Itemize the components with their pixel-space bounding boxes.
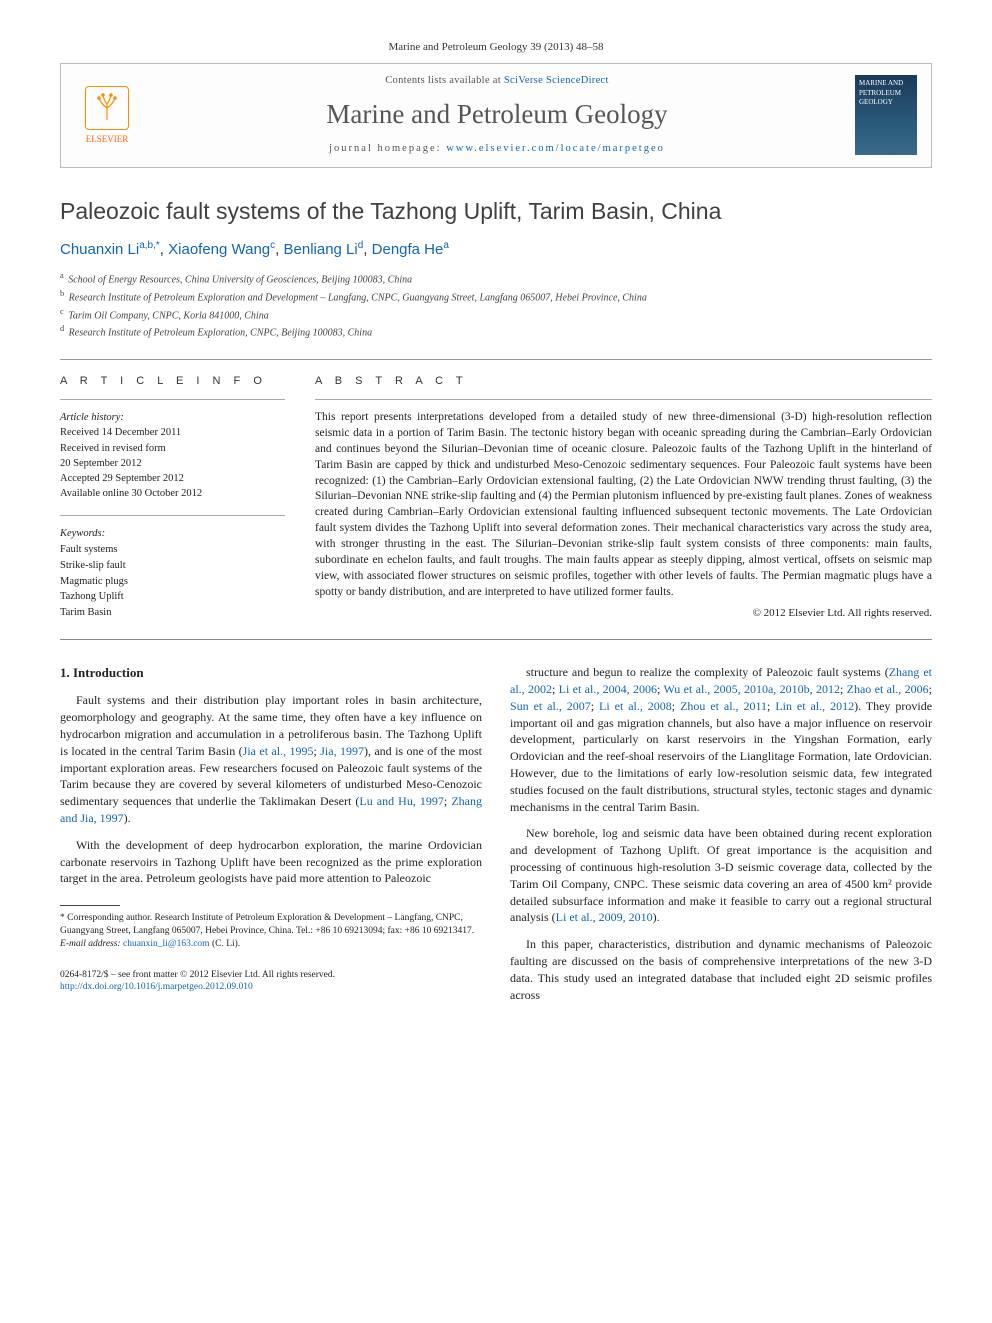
keyword: Tazhong Uplift xyxy=(60,591,124,602)
citation-link[interactable]: Jia et al., 1995 xyxy=(243,744,314,758)
section-1-heading: 1. Introduction xyxy=(60,664,482,682)
journal-banner: ELSEVIER Contents lists available at Sci… xyxy=(60,63,932,168)
citation-link[interactable]: Li et al., 2004, 2006 xyxy=(559,682,657,696)
abstract-heading: A B S T R A C T xyxy=(315,374,932,389)
elsevier-tree-icon xyxy=(85,86,129,130)
corr-email-link[interactable]: chuanxin_li@163.com xyxy=(123,939,210,949)
keywords-block: Keywords: Fault systems Strike-slip fault… xyxy=(60,526,285,621)
citation-link[interactable]: Sun et al., 2007 xyxy=(510,699,591,713)
body-paragraph: structure and begun to realize the compl… xyxy=(510,664,932,815)
publisher-name: ELSEVIER xyxy=(86,133,129,145)
running-header: Marine and Petroleum Geology 39 (2013) 4… xyxy=(60,40,932,55)
citation-link[interactable]: Li et al., 2008 xyxy=(599,699,672,713)
scidirect-link[interactable]: SciVerse ScienceDirect xyxy=(504,75,609,86)
citation-link[interactable]: Wu et al., 2005, 2010a, 2010b, 2012 xyxy=(663,682,840,696)
divider xyxy=(60,359,932,360)
body-paragraph: In this paper, characteristics, distribu… xyxy=(510,936,932,1003)
email-suffix: (C. Li). xyxy=(210,939,241,949)
keyword: Magmatic plugs xyxy=(60,576,128,587)
abstract-text: This report presents interpretations dev… xyxy=(315,410,932,600)
author-link[interactable]: Xiaofeng Wang xyxy=(168,241,270,258)
keyword: Strike-slip fault xyxy=(60,560,126,571)
author-aff-marks: a xyxy=(443,240,449,251)
info-divider xyxy=(60,515,285,516)
author-list: Chuanxin Lia,b,*, Xiaofeng Wangc, Benlia… xyxy=(60,239,932,260)
info-divider xyxy=(60,399,285,400)
body-columns: 1. Introduction Fault systems and their … xyxy=(60,664,932,1013)
journal-name: Marine and Petroleum Geology xyxy=(157,96,837,132)
citation-link[interactable]: Li et al., 2009, 2010 xyxy=(556,910,653,924)
left-column: 1. Introduction Fault systems and their … xyxy=(60,664,482,1013)
history-line: Accepted 29 September 2012 xyxy=(60,473,184,484)
corr-marker: * Corresponding author. xyxy=(60,913,154,923)
abstract-copyright: © 2012 Elsevier Ltd. All rights reserved… xyxy=(315,606,932,621)
author-link[interactable]: Chuanxin Li xyxy=(60,241,139,258)
citation-link[interactable]: Zhou et al., 2011 xyxy=(680,699,767,713)
keyword: Fault systems xyxy=(60,544,117,555)
article-info-column: A R T I C L E I N F O Article history: R… xyxy=(60,374,285,621)
homepage-label: journal homepage: xyxy=(329,143,446,154)
history-label: Article history: xyxy=(60,412,124,423)
author-link[interactable]: Dengfa He xyxy=(372,241,444,258)
author-aff-marks: c xyxy=(270,240,275,251)
history-line: Received 14 December 2011 xyxy=(60,427,181,438)
citation-link[interactable]: Lin et al., 2012 xyxy=(775,699,854,713)
banner-center: Contents lists available at SciVerse Sci… xyxy=(157,74,837,157)
body-paragraph: With the development of deep hydrocarbon… xyxy=(60,837,482,887)
email-label: E-mail address: xyxy=(60,939,123,949)
history-line: 20 September 2012 xyxy=(60,458,142,469)
doi-link[interactable]: http://dx.doi.org/10.1016/j.marpetgeo.20… xyxy=(60,982,253,992)
issn-line: 0264-8172/$ – see front matter © 2012 El… xyxy=(60,970,335,980)
citation-link[interactable]: Lu and Hu, 1997 xyxy=(359,794,444,808)
elsevier-logo: ELSEVIER xyxy=(75,79,139,151)
article-history: Article history: Received 14 December 20… xyxy=(60,410,285,501)
author-aff-marks: d xyxy=(358,240,364,251)
keywords-label: Keywords: xyxy=(60,526,285,542)
section-divider xyxy=(60,639,932,640)
body-paragraph: Fault systems and their distribution pla… xyxy=(60,692,482,826)
right-column: structure and begun to realize the compl… xyxy=(510,664,932,1013)
history-line: Received in revised form xyxy=(60,443,166,454)
abstract-divider xyxy=(315,399,932,400)
citation-link[interactable]: Jia, 1997 xyxy=(320,744,364,758)
available-text: Contents lists available at xyxy=(385,75,504,86)
author-link[interactable]: Benliang Li xyxy=(284,241,358,258)
affiliation-list: a School of Energy Resources, China Univ… xyxy=(60,270,932,341)
footnote-separator xyxy=(60,905,120,906)
cover-title: MARINE AND PETROLEUM GEOLOGY xyxy=(859,79,913,107)
article-title: Paleozoic fault systems of the Tazhong U… xyxy=(60,196,932,227)
corresponding-author-footnote: * Corresponding author. Research Institu… xyxy=(60,912,482,950)
keyword: Tarim Basin xyxy=(60,607,111,618)
citation-link[interactable]: Zhao et al., 2006 xyxy=(847,682,929,696)
journal-cover-thumbnail: MARINE AND PETROLEUM GEOLOGY xyxy=(855,75,917,155)
article-info-heading: A R T I C L E I N F O xyxy=(60,374,285,389)
abstract-column: A B S T R A C T This report presents int… xyxy=(315,374,932,621)
front-matter-meta: 0264-8172/$ – see front matter © 2012 El… xyxy=(60,969,482,995)
history-line: Available online 30 October 2012 xyxy=(60,488,202,499)
author-aff-marks: a,b,* xyxy=(139,240,160,251)
homepage-link[interactable]: www.elsevier.com/locate/marpetgeo xyxy=(446,143,665,154)
body-paragraph: New borehole, log and seismic data have … xyxy=(510,825,932,926)
